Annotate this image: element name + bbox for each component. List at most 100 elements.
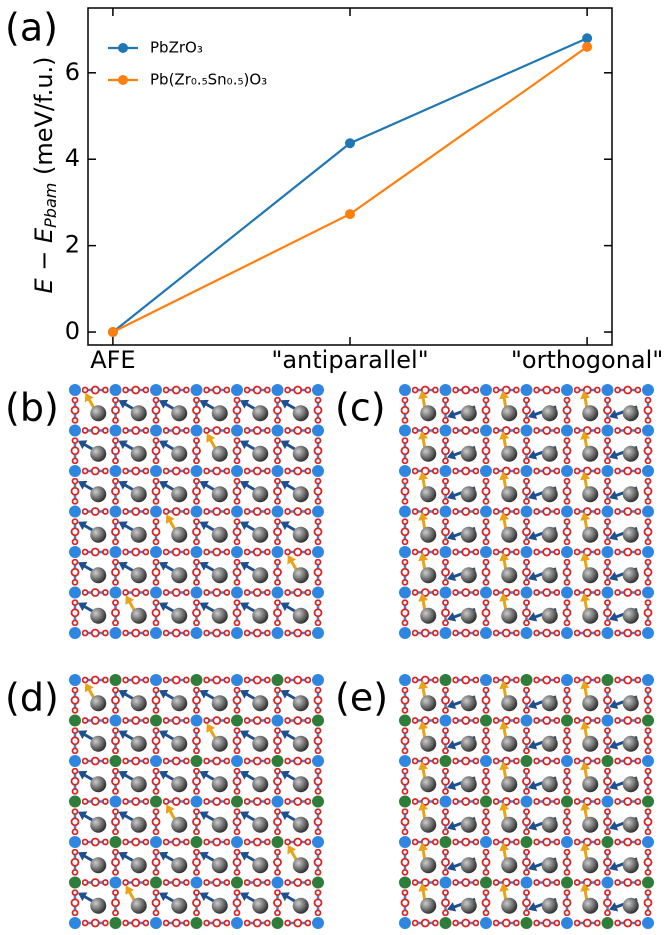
oxygen xyxy=(293,426,303,435)
oxygen xyxy=(441,486,450,496)
b-site xyxy=(560,713,574,728)
oxygen xyxy=(441,776,450,786)
oxygen xyxy=(274,686,281,694)
oxygen xyxy=(223,548,231,556)
oxygen xyxy=(90,588,100,597)
oxygen xyxy=(644,578,652,586)
b-site xyxy=(479,464,493,478)
oxygen xyxy=(604,518,611,526)
arrow-head xyxy=(418,512,429,521)
b-site xyxy=(108,464,123,478)
pb-atom xyxy=(460,857,477,874)
oxygen xyxy=(233,457,241,465)
oxygen xyxy=(233,518,241,526)
b-site xyxy=(479,673,493,687)
oxygen xyxy=(162,798,170,805)
oxygen xyxy=(563,868,571,876)
arrow-head xyxy=(446,450,457,460)
oxygen xyxy=(533,757,541,765)
b-site xyxy=(479,835,493,849)
oxygen xyxy=(482,808,490,816)
oxygen xyxy=(71,599,79,607)
arrow-head xyxy=(77,892,88,902)
oxygen xyxy=(70,776,80,786)
arrow-head xyxy=(158,480,169,490)
oxygen xyxy=(442,538,449,546)
oxygen xyxy=(472,548,480,556)
oxygen xyxy=(442,868,449,876)
oxygen xyxy=(142,798,150,805)
oxygen xyxy=(314,558,322,566)
oxygen xyxy=(401,706,409,714)
y-tick-label: 4 xyxy=(65,144,80,172)
oxygen xyxy=(274,578,281,586)
oxygen xyxy=(461,918,471,928)
oxygen xyxy=(101,919,109,927)
oxygen xyxy=(442,848,449,856)
oxygen xyxy=(111,776,120,786)
oxygen xyxy=(152,457,160,465)
oxygen xyxy=(523,808,530,816)
oxygen xyxy=(112,538,119,546)
oxygen xyxy=(223,508,231,515)
oxygen xyxy=(314,787,322,795)
pb-atom xyxy=(211,816,228,833)
oxygen xyxy=(623,716,633,725)
oxygen xyxy=(512,589,520,596)
oxygen xyxy=(90,756,100,766)
oxygen xyxy=(563,706,571,714)
oxygen xyxy=(313,446,323,456)
oxygen xyxy=(101,386,109,394)
arrow-head xyxy=(446,821,457,831)
arrow-head xyxy=(608,531,619,541)
oxygen xyxy=(623,797,633,806)
oxygen xyxy=(411,676,419,684)
oxygen xyxy=(523,706,530,714)
oxygen xyxy=(400,695,410,705)
oxygen xyxy=(461,837,471,847)
b-site xyxy=(519,794,534,809)
oxygen xyxy=(263,919,271,927)
oxygen xyxy=(192,898,201,908)
oxygen xyxy=(81,798,89,805)
oxygen xyxy=(111,898,120,908)
oxygen xyxy=(603,776,612,786)
oxygen xyxy=(112,868,119,876)
y-tick-label: 0 xyxy=(65,317,80,345)
oxygen xyxy=(233,787,241,795)
oxygen xyxy=(212,628,222,638)
oxygen xyxy=(501,547,511,557)
oxygen xyxy=(232,608,242,618)
b-site xyxy=(438,423,453,438)
b-site xyxy=(230,626,244,640)
oxygen xyxy=(203,427,211,434)
oxygen xyxy=(553,757,561,765)
oxygen xyxy=(481,817,491,827)
pb-atom xyxy=(90,526,107,543)
pb-atom xyxy=(460,776,477,793)
oxygen xyxy=(162,467,170,475)
oxygen xyxy=(273,567,282,577)
oxygen xyxy=(553,717,561,724)
arrow-head xyxy=(239,440,250,450)
oxygen xyxy=(212,426,222,435)
b-site xyxy=(189,464,204,478)
pb-atom xyxy=(582,445,599,462)
b-site xyxy=(108,713,123,728)
oxygen xyxy=(274,437,281,445)
oxygen xyxy=(71,457,79,465)
arrow-head xyxy=(580,431,591,440)
oxygen xyxy=(171,797,181,806)
b-site xyxy=(230,713,244,728)
oxygen xyxy=(151,857,161,867)
b-site xyxy=(398,673,412,687)
oxygen xyxy=(131,588,141,597)
oxygen xyxy=(252,426,262,435)
oxygen xyxy=(182,467,190,475)
oxygen xyxy=(452,879,460,886)
oxygen xyxy=(223,427,231,434)
b-site xyxy=(270,794,285,809)
oxygen xyxy=(192,486,201,496)
oxygen xyxy=(243,879,251,886)
arrow-head xyxy=(77,851,88,861)
